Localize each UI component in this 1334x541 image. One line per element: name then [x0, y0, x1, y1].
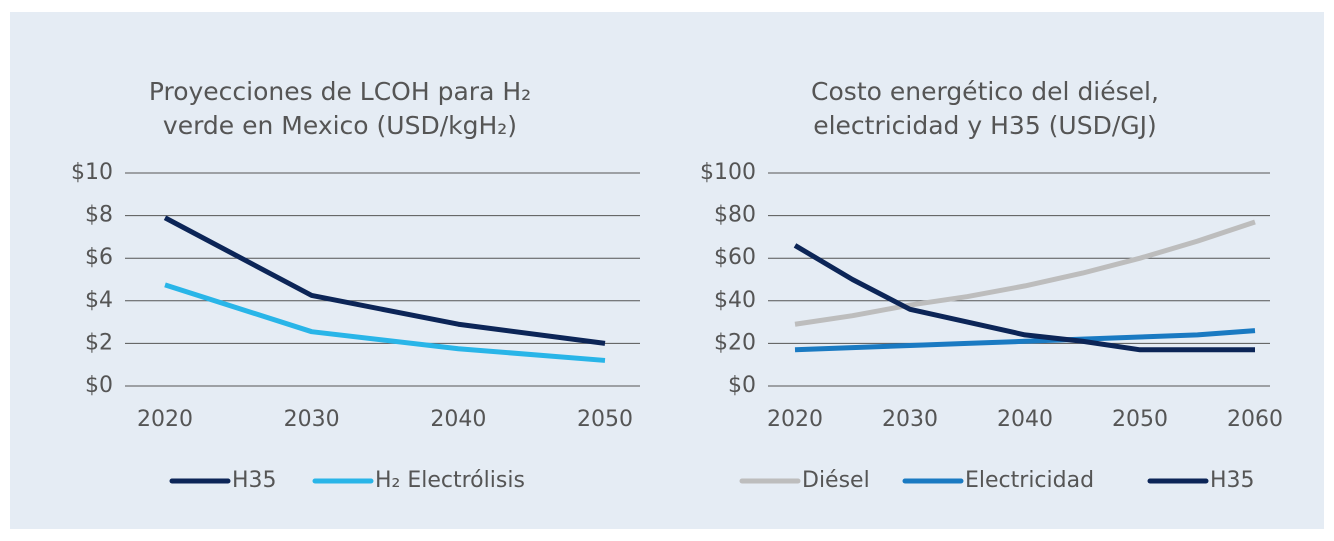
chart-title: Proyecciones de LCOH para H₂ — [149, 77, 531, 106]
chart-title: verde en Mexico (USD/kgH₂) — [163, 111, 517, 140]
y-tick-label: $4 — [85, 288, 113, 313]
series-line — [163, 215, 606, 346]
x-tick-label: 2020 — [767, 407, 823, 432]
chart-title: electricidad y H35 (USD/GJ) — [813, 111, 1157, 140]
legend-label: Electricidad — [965, 468, 1094, 493]
y-tick-label: $0 — [728, 373, 756, 398]
legend-label: H35 — [232, 468, 277, 493]
legend-label: H₂ Electrólisis — [375, 468, 525, 493]
y-tick-label: $20 — [714, 330, 756, 355]
y-tick-label: $10 — [71, 160, 113, 185]
y-tick-label: $2 — [85, 330, 113, 355]
y-tick-label: $0 — [85, 373, 113, 398]
x-tick-label: 2060 — [1227, 407, 1283, 432]
x-tick-label: 2030 — [284, 407, 340, 432]
x-tick-label: 2020 — [137, 407, 193, 432]
y-tick-label: $80 — [714, 203, 756, 228]
y-tick-label: $100 — [700, 160, 756, 185]
y-tick-label: $60 — [714, 245, 756, 270]
x-tick-label: 2050 — [577, 407, 633, 432]
x-tick-label: 2030 — [882, 407, 938, 432]
x-tick-label: 2050 — [1112, 407, 1168, 432]
chart-title: Costo energético del diésel, — [811, 77, 1159, 106]
y-tick-label: $8 — [85, 203, 113, 228]
y-tick-label: $40 — [714, 288, 756, 313]
x-tick-label: 2040 — [997, 407, 1053, 432]
legend-label: Diésel — [802, 468, 870, 493]
panel — [10, 12, 1324, 529]
series-line — [793, 243, 1255, 353]
x-tick-label: 2040 — [430, 407, 486, 432]
legend-label: H35 — [1210, 468, 1255, 493]
series-line — [794, 219, 1256, 327]
series-line — [794, 328, 1256, 353]
series-line — [164, 282, 606, 363]
y-tick-label: $6 — [85, 245, 113, 270]
